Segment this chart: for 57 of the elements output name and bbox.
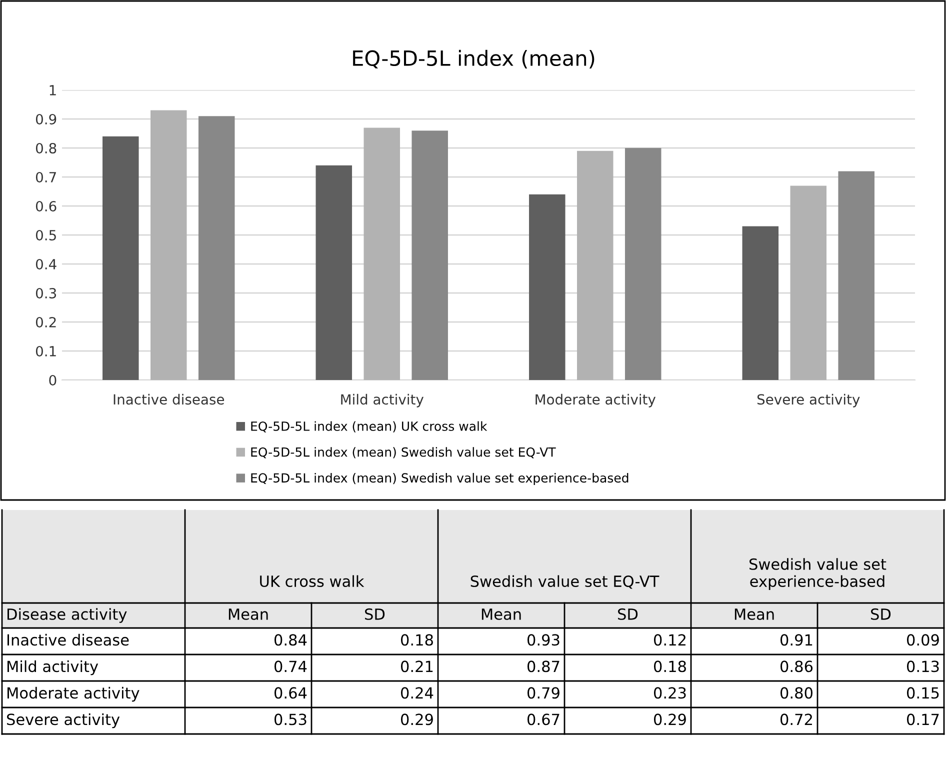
text: 0.80 [780,687,812,699]
text: SD [871,608,891,620]
text: 0.18 [400,634,433,646]
text: 0.29 [654,714,686,726]
category-label: Mild activity [8,660,98,676]
text: Disease activity [8,608,127,623]
text: Swedish value set EQ-VT [470,575,660,589]
y-tick-label: 0.8 [36,142,56,154]
y-tick-label: 0.2 [36,316,56,328]
text: 0.23 [654,687,686,699]
text: SD [365,608,385,620]
text: 0.24 [400,687,434,699]
x-tick-label: Severe activity [757,394,860,408]
text: 0.91 [780,634,812,646]
x-tick-label: Mild activity [341,394,424,408]
text: 0.86 [780,660,813,672]
text: Mean [228,608,268,620]
text: 0.67 [527,714,560,726]
y-tick-label: 0.6 [36,200,56,212]
text: UK cross walk [260,575,364,588]
text: 0.29 [400,714,433,726]
text: 0.74 [274,660,307,672]
category-label: Moderate activity [8,686,140,702]
y-tick-label: 0.9 [36,114,56,124]
text: 0.84 [274,634,307,646]
text: 0.18 [654,660,686,672]
y-tick-label: 0.5 [36,230,56,240]
y-tick-label: 0.7 [36,172,56,182]
chart-title: EQ-5D-5L index (mean) [353,50,594,68]
y-tick-label: 1 [50,85,56,96]
text: Swedish value set experience-based [750,558,886,590]
text: 0.21 [400,660,433,672]
text: 0.79 [527,687,560,699]
text: 0.72 [780,714,812,726]
text: 0.09 [906,634,939,646]
legend-label: EQ-5D-5L index (mean) Swedish value set EQ-VT [251,447,556,458]
text: 0.15 [906,687,939,699]
x-tick-label: Inactive disease [114,394,224,405]
text: 0.93 [527,634,560,646]
text: 0.87 [527,660,560,672]
y-tick-label: 0.1 [36,346,56,356]
legend-label: EQ-5D-5L index (mean) Swedish value set experience-based [251,472,628,486]
category-label: Inactive disease [8,634,129,646]
text: SD [618,608,638,620]
y-tick-label: 0 [49,374,56,386]
text: 0.64 [274,687,307,699]
y-tick-label: 0.3 [36,288,56,298]
x-tick-label: Moderate activity [536,394,656,408]
legend-label: EQ-5D-5L index (mean) UK cross walk [251,421,488,432]
text: Mean [734,608,774,620]
text: 0.17 [906,714,939,726]
y-tick-label: 0.4 [36,258,56,270]
text: 0.12 [654,634,686,646]
category-label: Severe activity [7,713,120,728]
text: 0.53 [274,714,306,726]
text: Mean [482,608,521,620]
text: 0.13 [906,660,939,672]
